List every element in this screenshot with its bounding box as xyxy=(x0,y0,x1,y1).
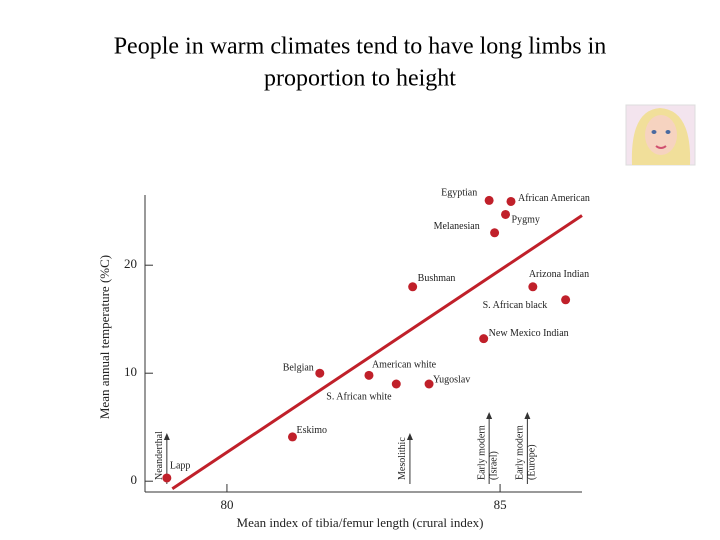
title-line: People in warm climates tend to have lon… xyxy=(114,34,607,60)
point xyxy=(391,379,401,389)
point-label: American white xyxy=(372,360,437,371)
point xyxy=(364,370,374,380)
point-label: New Mexico Indian xyxy=(489,328,569,339)
point xyxy=(528,282,538,292)
point xyxy=(315,368,325,378)
point xyxy=(490,228,500,238)
point-label: Yugoslav xyxy=(433,374,470,385)
point-label: Pygmy xyxy=(512,215,540,226)
doll-picture xyxy=(625,104,696,166)
era-label: Neanderthal xyxy=(154,431,165,480)
point-label: African American xyxy=(518,193,590,204)
era-arrowhead xyxy=(406,433,413,440)
point-label: Belgian xyxy=(283,362,314,373)
point xyxy=(501,209,511,219)
point-label: Eskimo xyxy=(296,425,327,436)
point-label: Lapp xyxy=(170,460,191,471)
era-label: Mesolithic xyxy=(397,437,408,480)
era-label: Early modern xyxy=(515,425,526,480)
y-tick-label: 20 xyxy=(124,256,137,271)
era-arrowhead xyxy=(486,412,493,419)
era-label: (Europe) xyxy=(527,444,538,480)
point xyxy=(561,295,571,305)
title-line: proportion to height xyxy=(264,66,456,92)
point-label: Bushman xyxy=(418,273,456,284)
point-label: S. African black xyxy=(483,300,548,311)
point-label: Arizona Indian xyxy=(529,269,589,280)
point xyxy=(408,282,418,292)
x-tick-label: 80 xyxy=(220,497,233,512)
point xyxy=(506,196,516,206)
point xyxy=(424,379,434,389)
x-axis-label: Mean index of tibia/femur length (crural… xyxy=(237,515,484,530)
x-tick-label: 85 xyxy=(494,497,507,512)
era-arrowhead xyxy=(163,433,170,440)
y-tick-label: 0 xyxy=(131,472,138,487)
point xyxy=(287,432,297,442)
y-tick-label: 10 xyxy=(124,364,137,379)
era-arrowhead xyxy=(524,412,531,419)
era-label: Early modern xyxy=(476,425,487,480)
point-label: Egyptian xyxy=(441,188,477,199)
point xyxy=(162,473,172,483)
trend-line xyxy=(171,214,583,491)
point xyxy=(479,334,489,344)
y-axis-label: Mean annual temperature (%C) xyxy=(97,255,112,419)
era-label: (Israel) xyxy=(488,451,499,480)
point-label: Melanesian xyxy=(434,221,480,232)
point xyxy=(484,195,494,205)
point-label: S. African white xyxy=(326,391,392,402)
